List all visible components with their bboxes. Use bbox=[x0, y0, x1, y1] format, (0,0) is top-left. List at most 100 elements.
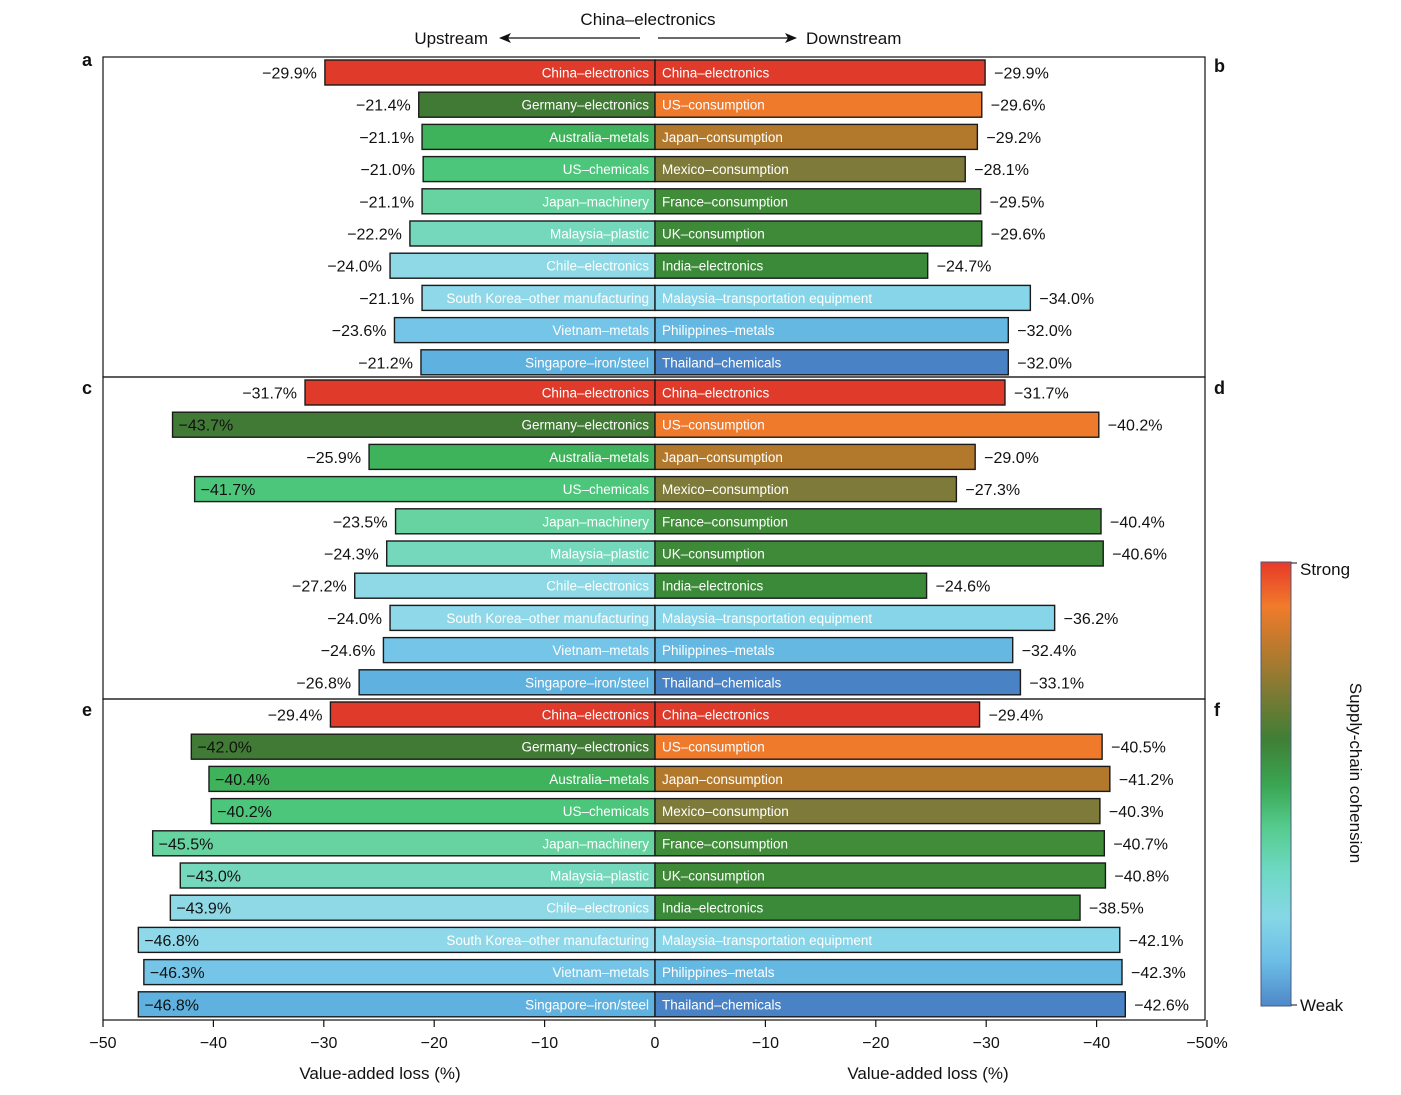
upstream-bar bbox=[418, 91, 656, 118]
colorbar-title: Supply-chain cohension bbox=[1346, 683, 1365, 864]
x-tick-label: −20 bbox=[862, 1035, 889, 1052]
downstream-value-label: −42.3% bbox=[1131, 965, 1186, 982]
downstream-value-label: −40.8% bbox=[1114, 869, 1169, 886]
downstream-bar-category-label: Philippines–metals bbox=[662, 643, 775, 658]
x-axis: −50 −40 −30 −20 −10 0 −10 −20 −30 −40 −50% bbox=[89, 1020, 1228, 1052]
upstream-bar-category-label: Singapore–iron/steel bbox=[525, 997, 649, 1012]
downstream-value-label: −29.5% bbox=[990, 194, 1045, 211]
downstream-bar bbox=[654, 636, 1014, 664]
x-tick-label: 0 bbox=[651, 1035, 660, 1052]
downstream-value-label: −40.4% bbox=[1110, 514, 1165, 531]
upstream-bar bbox=[304, 379, 656, 406]
upstream-bar bbox=[382, 636, 656, 664]
upstream-bar-category-label: Malaysia–plastic bbox=[550, 547, 649, 562]
downstream-bar-category-label: US–consumption bbox=[662, 418, 765, 433]
upstream-bar bbox=[190, 733, 656, 760]
panel-letter-a: a bbox=[82, 50, 93, 70]
downstream-bar-category-label: India–electronics bbox=[662, 259, 764, 274]
upstream-bar-category-label: Japan–machinery bbox=[542, 836, 649, 851]
downstream-value-label: −40.2% bbox=[1108, 418, 1163, 435]
upstream-value-label: −29.4% bbox=[268, 708, 323, 725]
downstream-value-label: −42.6% bbox=[1134, 997, 1189, 1014]
downstream-bar-category-label: Japan–consumption bbox=[662, 130, 783, 145]
upstream-bar-category-label: Germany–electronics bbox=[521, 740, 649, 755]
downstream-bar bbox=[654, 508, 1102, 535]
downstream-bar-category-label: India–electronics bbox=[662, 579, 764, 594]
downstream-bar bbox=[654, 862, 1107, 889]
panel-letter-e: e bbox=[82, 700, 92, 720]
x-tick-label: −40 bbox=[200, 1035, 227, 1052]
x-axis-label-left: Value-added loss (%) bbox=[299, 1064, 460, 1083]
upstream-value-label: −40.2% bbox=[217, 804, 272, 821]
upstream-value-label: −24.0% bbox=[327, 259, 382, 276]
upstream-bar-category-label: Vietnam–metals bbox=[552, 643, 649, 658]
x-tick-label: −20 bbox=[421, 1035, 448, 1052]
panel-letter-b: b bbox=[1214, 56, 1225, 76]
upstream-bar-category-label: South Korea–other manufacturing bbox=[446, 291, 649, 306]
downstream-value-label: −32.0% bbox=[1017, 323, 1072, 340]
downstream-value-label: −29.6% bbox=[991, 227, 1046, 244]
downstream-bar bbox=[654, 604, 1056, 632]
upstream-bar bbox=[324, 59, 656, 86]
upstream-value-label: −31.7% bbox=[242, 386, 297, 403]
downstream-value-label: −32.4% bbox=[1022, 643, 1077, 660]
upstream-bar bbox=[389, 604, 656, 632]
upstream-value-label: −42.0% bbox=[197, 740, 252, 757]
x-tick-label: −50 bbox=[89, 1035, 116, 1052]
downstream-bar-category-label: Philippines–metals bbox=[662, 965, 775, 980]
downstream-value-label: −24.6% bbox=[936, 579, 991, 596]
downstream-arrowhead bbox=[785, 33, 797, 43]
downstream-bar bbox=[654, 443, 976, 471]
upstream-value-label: −24.0% bbox=[327, 611, 382, 628]
downstream-bar bbox=[654, 991, 1127, 1018]
x-tick-label: −30 bbox=[310, 1035, 337, 1052]
downstream-bar-category-label: China–electronics bbox=[662, 386, 770, 401]
upstream-value-label: −21.0% bbox=[360, 162, 415, 179]
upstream-value-label: −23.6% bbox=[332, 323, 387, 340]
downstream-bar-category-label: Malaysia–transportation equipment bbox=[662, 933, 872, 948]
downstream-bar-category-label: Japan–consumption bbox=[662, 772, 783, 787]
upstream-bar-category-label: Singapore–iron/steel bbox=[525, 355, 649, 370]
upstream-value-label: −24.3% bbox=[324, 547, 379, 564]
downstream-bar-category-label: Thailand–chemicals bbox=[662, 675, 782, 690]
upstream-value-label: −27.2% bbox=[292, 579, 347, 596]
downstream-value-label: −40.3% bbox=[1109, 804, 1164, 821]
upstream-value-label: −40.4% bbox=[215, 772, 270, 789]
downstream-bar-category-label: Malaysia–transportation equipment bbox=[662, 611, 872, 626]
colorbar-weak-label: Weak bbox=[1300, 996, 1344, 1015]
downstream-value-label: −33.1% bbox=[1029, 675, 1084, 692]
downstream-bar-category-label: Japan–consumption bbox=[662, 450, 783, 465]
downstream-value-label: −28.1% bbox=[974, 162, 1029, 179]
downstream-bar-category-label: France–consumption bbox=[662, 514, 788, 529]
upstream-value-label: −45.5% bbox=[159, 836, 214, 853]
upstream-bar bbox=[394, 508, 656, 535]
upstream-bar-category-label: Japan–machinery bbox=[542, 194, 649, 209]
upstream-bar-category-label: Australia–metals bbox=[549, 450, 649, 465]
downstream-value-label: −36.2% bbox=[1064, 611, 1119, 628]
downstream-bar bbox=[654, 701, 981, 728]
upstream-bar-category-label: US–chemicals bbox=[563, 804, 650, 819]
downstream-value-label: −31.7% bbox=[1014, 386, 1069, 403]
downstream-bar bbox=[654, 572, 928, 599]
downstream-bar-category-label: Thailand–chemicals bbox=[662, 997, 782, 1012]
upstream-value-label: −21.1% bbox=[359, 194, 414, 211]
upstream-bar-category-label: US–chemicals bbox=[563, 162, 650, 177]
upstream-value-label: −21.1% bbox=[359, 291, 414, 308]
upstream-bar bbox=[193, 475, 656, 503]
downstream-value-label: −24.7% bbox=[937, 259, 992, 276]
downstream-bar bbox=[654, 830, 1106, 857]
upstream-bar bbox=[420, 349, 656, 376]
upstream-value-label: −43.0% bbox=[186, 869, 241, 886]
downstream-bar-category-label: France–consumption bbox=[662, 194, 788, 209]
upstream-bar-category-label: Australia–metals bbox=[549, 772, 649, 787]
upstream-bar bbox=[169, 894, 656, 921]
x-tick-label: −50% bbox=[1186, 1035, 1227, 1052]
upstream-value-label: −41.7% bbox=[201, 482, 256, 499]
upstream-value-label: −46.3% bbox=[150, 965, 205, 982]
downstream-bar-category-label: France–consumption bbox=[662, 836, 788, 851]
colorbar-gradient bbox=[1260, 561, 1292, 1007]
upstream-bar bbox=[210, 797, 656, 825]
downstream-bar-category-label: UK–consumption bbox=[662, 227, 765, 242]
upstream-bar-category-label: Vietnam–metals bbox=[552, 323, 649, 338]
downstream-bar bbox=[654, 379, 1006, 406]
